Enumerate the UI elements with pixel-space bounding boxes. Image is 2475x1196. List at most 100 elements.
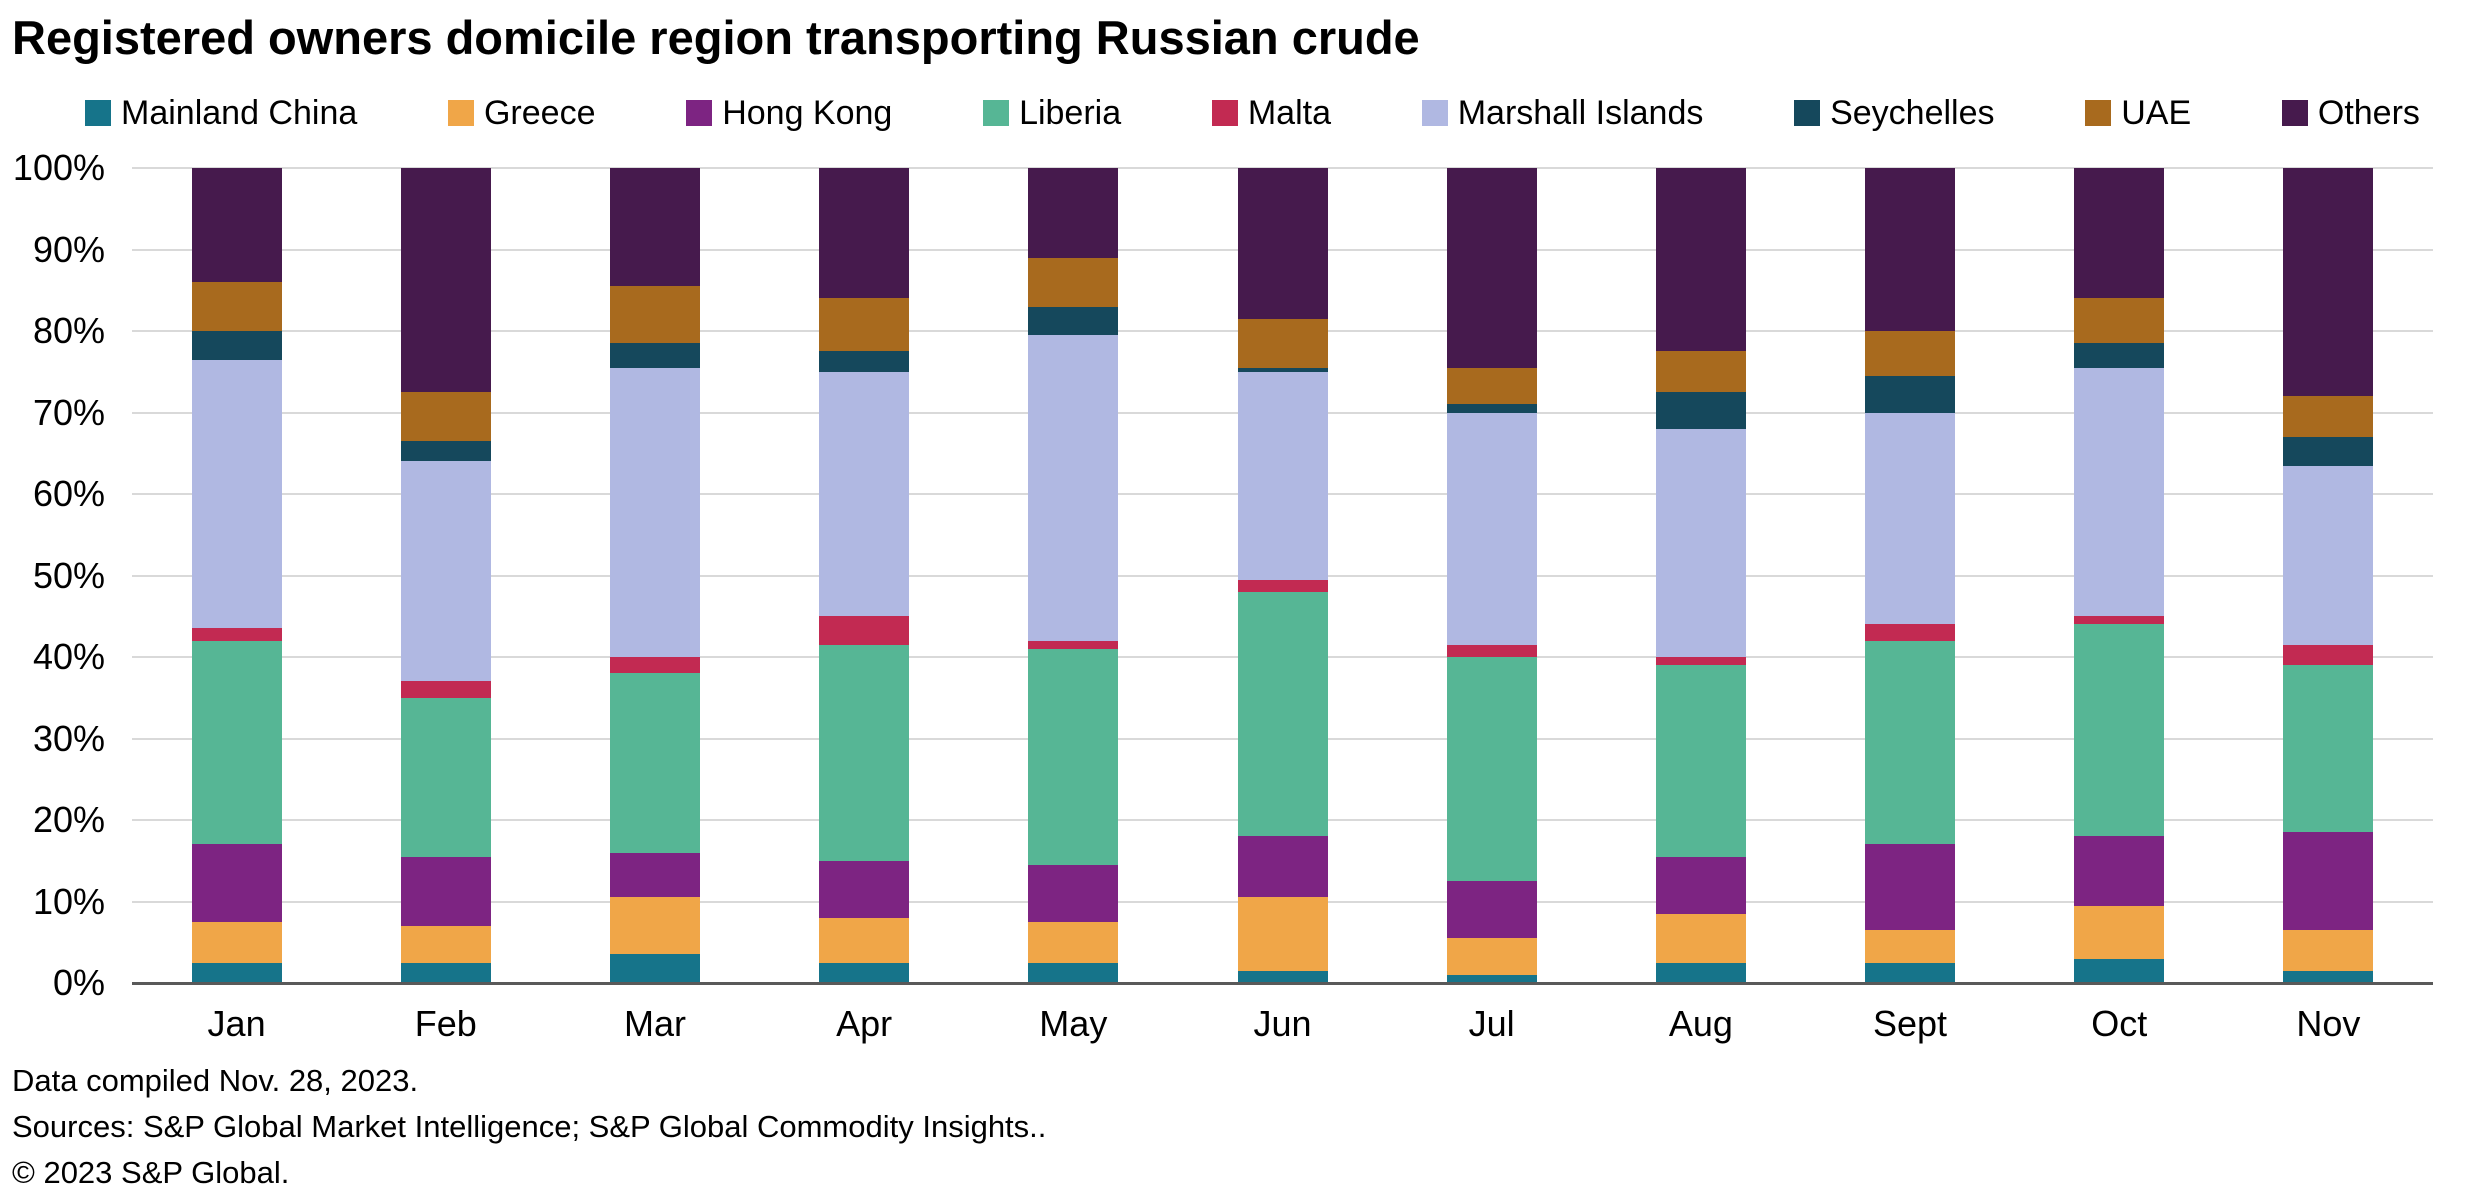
bar-segment bbox=[1028, 648, 1119, 865]
bar-segment bbox=[609, 657, 700, 674]
legend-item: Mainland China bbox=[85, 94, 357, 133]
bar-segment bbox=[400, 461, 491, 682]
bar-aug bbox=[1655, 168, 1746, 983]
bar-segment bbox=[819, 917, 910, 963]
bar-segment bbox=[1237, 897, 1328, 971]
bar-segment bbox=[1446, 938, 1537, 975]
bar-segment bbox=[400, 925, 491, 963]
bar-segment bbox=[400, 962, 491, 983]
bar-segment bbox=[1237, 168, 1328, 319]
bar-segment bbox=[1655, 913, 1746, 963]
bar-segment bbox=[1865, 624, 1956, 641]
legend-label: Seychelles bbox=[1830, 93, 1995, 132]
bar-segment bbox=[1655, 428, 1746, 658]
y-tick-label: 30% bbox=[32, 717, 105, 759]
bar-segment bbox=[400, 168, 491, 393]
bar-segment bbox=[191, 844, 282, 922]
bar-segment bbox=[191, 921, 282, 963]
legend-swatch-icon bbox=[447, 100, 474, 126]
bar-segment bbox=[1237, 367, 1328, 372]
bar-segment bbox=[2074, 168, 2165, 299]
bar-segment bbox=[1446, 974, 1537, 983]
bar-segment bbox=[2074, 616, 2165, 625]
bar-jan bbox=[191, 168, 282, 983]
bar-segment bbox=[1446, 168, 1537, 368]
x-tick-label: Jan bbox=[207, 1003, 266, 1044]
bar-segment bbox=[2074, 367, 2165, 617]
bar-segment bbox=[1028, 864, 1119, 922]
bar-segment bbox=[400, 681, 491, 698]
bar-segment bbox=[1655, 392, 1746, 429]
bar-segment bbox=[1865, 412, 1956, 625]
bar-segment bbox=[191, 359, 282, 629]
legend-label: UAE bbox=[2121, 93, 2192, 132]
bar-segment bbox=[1028, 335, 1119, 641]
bar-segment bbox=[2283, 396, 2374, 437]
bar-segment bbox=[2283, 970, 2374, 983]
bar-mar bbox=[609, 168, 700, 983]
x-tick-label: Sept bbox=[1873, 1003, 1948, 1044]
bar-segment bbox=[1028, 306, 1119, 336]
bar-segment bbox=[2074, 343, 2165, 368]
y-tick-label: 50% bbox=[32, 554, 105, 596]
bar-segment bbox=[1028, 640, 1119, 649]
legend: Mainland China Greece Hong Kong Liberia Malt… bbox=[85, 88, 2420, 138]
bar-segment bbox=[400, 441, 491, 462]
bar-segment bbox=[1865, 844, 1956, 931]
bar-jul bbox=[1446, 168, 1537, 983]
x-axis-labels: Jan Feb Mar Apr May Jun Jul Aug Sept Oct Nov bbox=[132, 1003, 2433, 1047]
bar-segment bbox=[609, 168, 700, 287]
bar-segment bbox=[191, 168, 282, 283]
bar-segment bbox=[1446, 412, 1537, 645]
bar-segment bbox=[609, 286, 700, 344]
chart-title: Registered owners domicile region transp… bbox=[12, 11, 1420, 64]
bar-segment bbox=[1655, 665, 1746, 857]
bar-apr bbox=[819, 168, 910, 983]
bar-segment bbox=[2283, 644, 2374, 666]
bar-segment bbox=[2283, 930, 2374, 971]
bar-segment bbox=[1865, 930, 1956, 963]
bar-segment bbox=[2283, 832, 2374, 931]
y-tick-label: 10% bbox=[32, 880, 105, 922]
bar-segment bbox=[1446, 657, 1537, 882]
bar-segment bbox=[400, 856, 491, 926]
bar-segment bbox=[609, 343, 700, 368]
bar-segment bbox=[400, 697, 491, 857]
x-tick-label: Oct bbox=[2091, 1003, 2148, 1044]
bar-segment bbox=[819, 644, 910, 861]
legend-item: Others bbox=[2281, 93, 2420, 133]
legend-swatch-icon bbox=[2281, 100, 2308, 126]
legend-label: Malta bbox=[1247, 93, 1331, 132]
bar-segment bbox=[1237, 591, 1328, 837]
x-tick-label: Apr bbox=[836, 1003, 893, 1044]
bar-segment bbox=[1028, 962, 1119, 983]
bar-segment bbox=[1655, 351, 1746, 393]
bar-segment bbox=[191, 628, 282, 641]
legend-swatch-icon bbox=[1421, 100, 1448, 126]
x-tick-label: Feb bbox=[414, 1003, 477, 1044]
bar-segment bbox=[2283, 665, 2374, 833]
bar-segment bbox=[1865, 331, 1956, 376]
legend-item: UAE bbox=[2085, 94, 2191, 133]
legend-label: Others bbox=[2317, 93, 2420, 132]
bar-segment bbox=[191, 962, 282, 983]
y-tick-label: 0% bbox=[52, 962, 105, 1003]
bar-feb bbox=[400, 168, 491, 983]
bar-segment bbox=[1446, 367, 1537, 405]
legend-item: Greece bbox=[447, 94, 595, 133]
bar-segment bbox=[1655, 856, 1746, 914]
bar-segment bbox=[1028, 921, 1119, 963]
bar-segment bbox=[1237, 318, 1328, 368]
x-tick-label: Jul bbox=[1468, 1003, 1515, 1044]
bar-segment bbox=[1655, 168, 1746, 352]
bar-segment bbox=[1446, 644, 1537, 658]
x-axis-line bbox=[132, 982, 2433, 985]
bar-segment bbox=[819, 371, 910, 617]
bar-segment bbox=[1237, 579, 1328, 592]
bar-segment bbox=[191, 640, 282, 845]
legend-swatch-icon bbox=[1211, 100, 1238, 126]
bar-segment bbox=[1865, 375, 1956, 413]
legend-swatch-icon bbox=[2085, 100, 2112, 126]
footer-compiled: Data compiled Nov. 28, 2023. bbox=[12, 1063, 419, 1098]
bar-segment bbox=[2074, 836, 2165, 906]
